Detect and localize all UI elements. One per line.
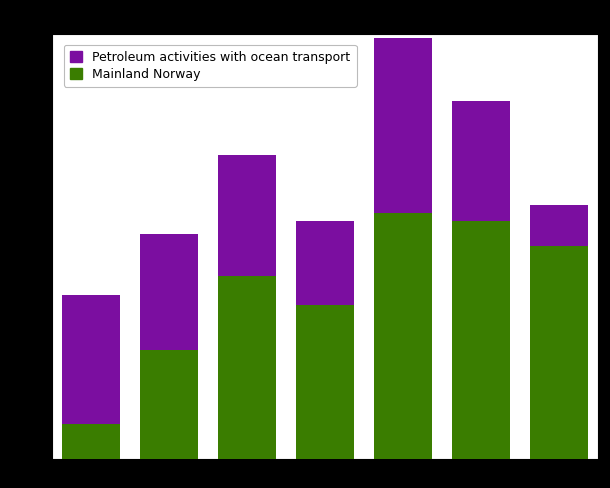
Bar bbox=[529, 246, 588, 459]
Bar bbox=[451, 101, 510, 222]
Bar bbox=[218, 276, 276, 459]
Bar bbox=[62, 424, 120, 459]
Bar bbox=[373, 213, 432, 459]
Bar bbox=[62, 295, 120, 424]
Bar bbox=[451, 222, 510, 459]
Bar bbox=[296, 222, 354, 305]
Legend: Petroleum activities with ocean transport, Mainland Norway: Petroleum activities with ocean transpor… bbox=[63, 45, 357, 87]
Bar bbox=[140, 350, 198, 459]
Bar bbox=[296, 305, 354, 459]
Bar bbox=[218, 155, 276, 276]
Bar bbox=[140, 234, 198, 350]
Bar bbox=[529, 205, 588, 246]
Bar bbox=[373, 39, 432, 213]
